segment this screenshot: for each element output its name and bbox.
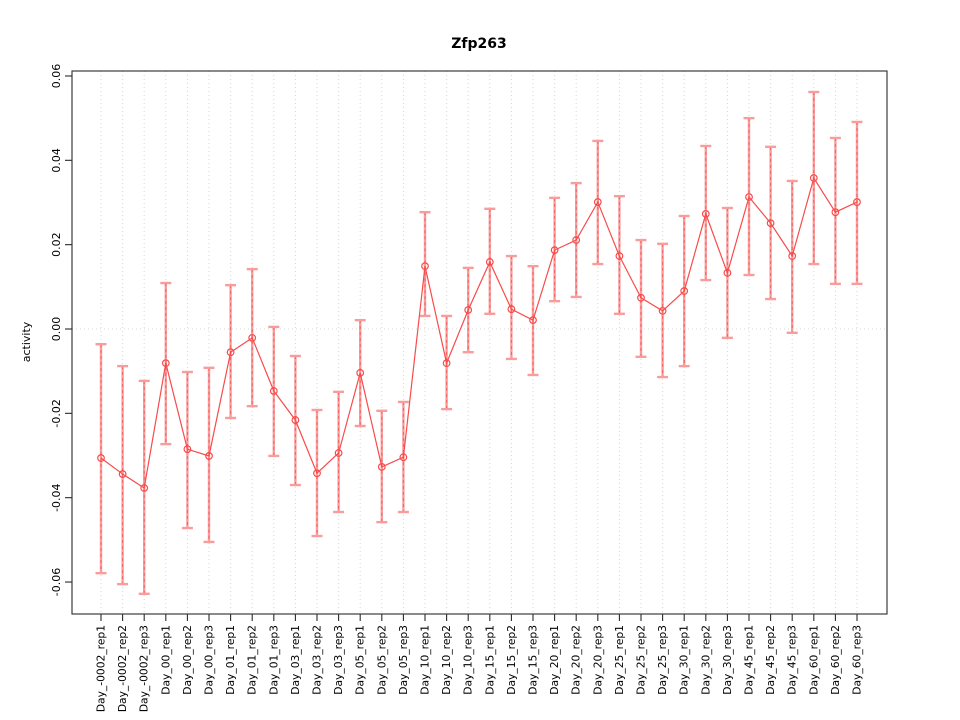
data-point [680,287,689,295]
x-tick-label: Day_30_rep3 [721,625,734,695]
data-point [507,305,516,314]
data-point [853,198,861,206]
x-tick-label: Day_10_rep3 [462,625,475,695]
x-tick-label: Day_15_rep2 [505,625,518,695]
x-tick-label: Day_00_rep3 [203,625,216,695]
x-tick-label: Day_20_rep1 [548,625,561,695]
y-tick-label: -0.04 [50,483,63,511]
x-tick-label: Day_03_rep2 [311,625,324,695]
series-line [100,176,858,489]
x-tick-label: Day_60_rep3 [851,625,864,695]
data-point [118,470,127,478]
chart-title: Zfp263 [451,36,507,52]
x-tick-label: Day_00_rep2 [181,625,194,695]
y-tick-label: 0.04 [50,148,63,173]
data-point [269,387,278,395]
data-point [226,348,235,357]
data-point [334,449,343,457]
x-tick-label: Day_-0002_rep1 [95,625,108,712]
x-tick-label: Day_20_rep2 [570,625,583,695]
data-point [723,269,732,277]
y-tick-label: -0.06 [50,568,63,596]
data-point [464,306,473,314]
data-point [831,208,840,217]
x-tick-label: Day_15_rep1 [483,625,496,695]
data-point [593,198,602,206]
x-tick-label: Day_10_rep2 [440,625,453,695]
data-point [161,359,170,368]
plot-border [71,70,888,615]
error-bars [95,90,863,596]
data-points [97,174,861,492]
x-tick-label: Day_05_rep1 [354,625,367,695]
x-tick-label: Day_-0002_rep2 [116,625,129,712]
gridlines [72,71,887,614]
x-tick-label: Day_01_rep3 [267,625,280,695]
x-tick-label: Day_20_rep3 [591,625,604,695]
x-tick-label: Day_60_rep1 [807,625,820,695]
data-point [356,368,365,377]
x-tick-label: Day_45_rep3 [786,625,799,695]
y-tick-label: 0.00 [50,317,63,342]
data-point [248,333,257,342]
x-tick-label: Day_30_rep2 [699,625,712,695]
data-point [313,469,321,478]
data-point [615,252,624,260]
x-tick-label: Day_05_rep2 [375,625,388,695]
x-tick-label: Day_03_rep1 [289,625,302,695]
data-point [637,293,645,302]
x-tick-label: Day_30_rep1 [678,625,691,695]
x-tick-label: Day_60_rep2 [829,625,842,695]
y-tick-label: 0.06 [50,64,63,89]
series-line-layer [100,176,858,489]
data-point [550,246,559,255]
x-tick-label: Day_45_rep2 [764,625,777,695]
data-point [658,306,667,315]
data-point [183,445,192,454]
x-tick-label: Day_25_rep3 [656,625,669,695]
axis-ticks: -0.06 -0.04 -0.02 0.00 0.02 0.04 0.06 Day_-0002… [50,64,864,712]
x-tick-label: Day_05_rep3 [397,625,410,695]
data-point [788,252,797,260]
x-tick-label: Day_15_rep3 [527,625,540,695]
data-point [97,454,105,462]
x-tick-label: Day_25_rep2 [635,625,648,695]
x-tick-label: Day_10_rep1 [419,625,432,695]
data-point [399,453,408,462]
data-point [140,484,149,492]
x-tick-label: Day_03_rep3 [332,625,345,695]
y-tick-label: -0.02 [50,399,63,427]
data-point [421,262,429,271]
data-point [809,174,818,182]
data-point [485,258,494,266]
data-point [701,209,710,218]
data-point [442,359,451,368]
data-point [205,452,213,460]
data-point [745,193,753,201]
x-tick-label: Day_-0002_rep3 [138,625,151,712]
y-axis-label: activity [20,321,33,362]
data-point [377,462,386,471]
data-point [529,316,537,325]
data-point [572,236,581,244]
data-point [766,219,775,228]
data-point [291,416,300,424]
x-tick-label: Day_45_rep1 [743,625,756,695]
y-tick-label: 0.02 [50,232,63,257]
x-tick-label: Day_25_rep1 [613,625,626,695]
x-tick-label: Day_01_rep1 [224,625,237,695]
x-tick-label: Day_00_rep1 [159,625,172,695]
x-tick-label: Day_01_rep2 [246,625,259,695]
